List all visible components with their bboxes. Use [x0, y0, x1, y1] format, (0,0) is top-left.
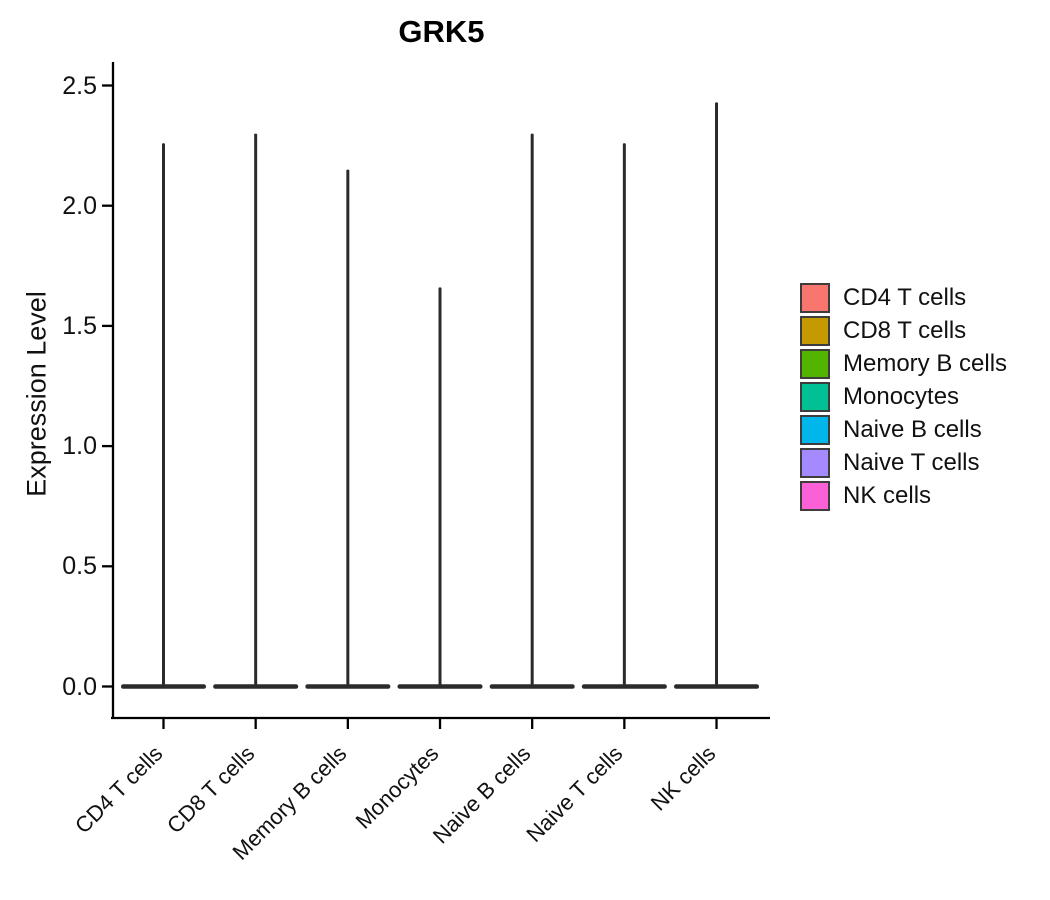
violin-memory-b-cells — [305, 169, 391, 689]
legend-label-nk-cells: NK cells — [843, 482, 932, 509]
violin-naive-b-cells — [489, 133, 575, 689]
violin-base-naive-t-cells — [581, 684, 667, 689]
legend-item-cd8-t-cells: CD8 T cells — [800, 316, 1007, 346]
y-tick-label-2.0: 2.0 — [62, 191, 97, 220]
violin-spike-cd4-t-cells — [162, 143, 165, 686]
plot-title: GRK5 — [398, 14, 485, 49]
legend-label-cd4-t-cells: CD4 T cells — [843, 284, 967, 311]
violin-base-monocytes — [397, 684, 483, 689]
legend-label-naive-t-cells: Naive T cells — [843, 449, 980, 476]
violin-spike-nk-cells — [715, 102, 719, 685]
legend-item-naive-t-cells: Naive T cells — [800, 448, 1007, 478]
legend: CD4 T cells CD8 T cells Memory B cells Mono… — [800, 283, 1007, 514]
legend-swatch-nk-cells — [800, 481, 830, 511]
violin-nk-cells — [674, 102, 760, 689]
legend-label-monocytes: Monocytes — [843, 383, 960, 410]
legend-swatch-naive-b-cells — [800, 415, 830, 445]
legend-label-cd8-t-cells: CD8 T cells — [843, 317, 967, 344]
y-tick-label-2.5: 2.5 — [62, 71, 97, 100]
legend-swatch-monocytes — [800, 382, 830, 412]
legend-item-memory-b-cells: Memory B cells — [800, 349, 1007, 379]
legend-label-memory-b-cells: Memory B cells — [843, 350, 1008, 377]
violin-cd4-t-cells — [121, 143, 206, 689]
violin-spike-cd8-t-cells — [254, 133, 258, 685]
violin-base-naive-b-cells — [489, 684, 575, 689]
legend-swatch-cd8-t-cells — [800, 316, 830, 346]
violin-base-cd4-t-cells — [121, 684, 206, 689]
legend-swatch-cd4-t-cells — [800, 283, 830, 313]
violin-naive-t-cells — [581, 143, 667, 689]
legend-item-nk-cells: NK cells — [800, 481, 1007, 511]
violin-spike-memory-b-cells — [346, 169, 350, 685]
y-tick-label-1.0: 1.0 — [62, 432, 97, 461]
violin-base-cd8-t-cells — [213, 684, 299, 689]
violin-cd8-t-cells — [213, 133, 299, 689]
legend-swatch-naive-t-cells — [800, 448, 830, 478]
violin-spike-naive-t-cells — [622, 143, 626, 686]
y-tick-label-0.5: 0.5 — [62, 552, 97, 581]
legend-item-monocytes: Monocytes — [800, 382, 1007, 412]
violin-monocytes — [397, 287, 483, 689]
legend-item-cd4-t-cells: CD4 T cells — [800, 283, 1007, 313]
y-tick-label-1.5: 1.5 — [62, 311, 97, 340]
legend-swatch-memory-b-cells — [800, 349, 830, 379]
legend-label-naive-b-cells: Naive B cells — [843, 416, 982, 443]
legend-item-naive-b-cells: Naive B cells — [800, 415, 1007, 445]
violin-base-memory-b-cells — [305, 684, 391, 689]
violin-base-nk-cells — [674, 684, 760, 689]
violin-spike-naive-b-cells — [530, 133, 534, 685]
y-tick-label-0.0: 0.0 — [62, 672, 97, 701]
violin-spike-monocytes — [438, 287, 442, 685]
